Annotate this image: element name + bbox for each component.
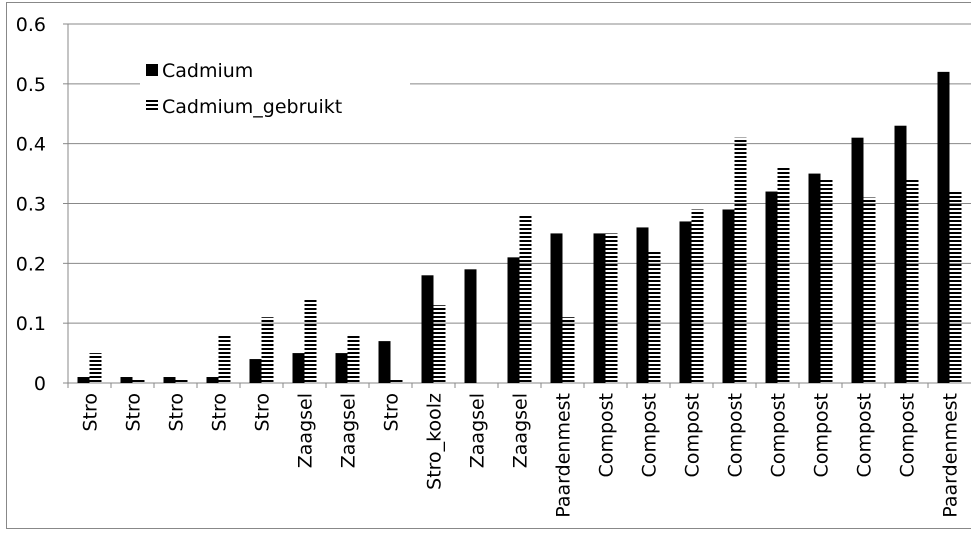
bar	[433, 305, 446, 383]
x-tick-label: Compost	[811, 393, 833, 477]
bar	[378, 341, 391, 383]
bar	[679, 221, 692, 383]
bar	[550, 233, 563, 383]
bar	[175, 378, 188, 383]
x-tick-label: Compost	[596, 393, 618, 477]
bar	[734, 137, 747, 383]
bar	[304, 299, 317, 383]
x-tick-label: Stro_koolz	[424, 393, 446, 490]
bar	[648, 251, 661, 383]
bar	[765, 191, 778, 383]
bar	[906, 179, 919, 383]
bar	[949, 191, 962, 383]
bar	[249, 359, 262, 383]
bar	[507, 257, 520, 383]
x-tick-label: Stro	[252, 393, 274, 432]
x-tick-label: Zaagsel	[295, 393, 317, 468]
x-tick-label: Paardenmest	[940, 393, 962, 518]
bar	[863, 197, 876, 383]
bar	[808, 173, 821, 383]
x-tick-label: Compost	[854, 393, 876, 477]
bar	[851, 137, 864, 383]
legend-swatch	[146, 100, 158, 112]
bar	[421, 275, 434, 383]
y-tick-label: 0.5	[16, 74, 46, 96]
y-tick-label: 0.2	[16, 253, 46, 275]
x-tick-label: Compost	[639, 393, 661, 477]
y-tick-label: 0.6	[16, 14, 46, 36]
x-tick-label: Compost	[897, 393, 919, 477]
x-tick-label: Stro	[80, 393, 102, 432]
bar	[464, 269, 477, 383]
bar	[691, 209, 704, 383]
x-tick-label: Zaagsel	[338, 393, 360, 468]
legend-box	[140, 56, 410, 124]
bar	[335, 353, 348, 383]
x-tick-label: Compost	[682, 393, 704, 477]
legend-label: Cadmium	[162, 60, 253, 82]
y-tick-label: 0.3	[16, 194, 46, 216]
legend-swatch	[146, 64, 158, 76]
legend: Cadmium Cadmium_gebruikt	[140, 56, 410, 124]
x-tick-label: Stro	[209, 393, 231, 432]
bar	[261, 317, 274, 383]
x-tick-label: Stro	[166, 393, 188, 432]
bar	[562, 317, 575, 383]
y-tick-label: 0	[34, 373, 46, 395]
bar	[722, 209, 735, 383]
bar	[77, 377, 90, 383]
bar	[636, 227, 649, 383]
x-tick-label: Stro	[381, 393, 403, 432]
x-tick-label: Compost	[768, 393, 790, 477]
bar	[390, 378, 403, 383]
bar	[89, 353, 102, 383]
bar	[132, 378, 145, 383]
bar	[206, 377, 219, 383]
bar	[519, 215, 532, 383]
x-tick-label: Paardenmest	[553, 393, 575, 518]
x-tick-label: Zaagsel	[510, 393, 532, 468]
bar	[292, 353, 305, 383]
x-tick-label: Zaagsel	[467, 393, 489, 468]
bar	[605, 233, 618, 383]
bar	[777, 167, 790, 383]
x-tick-label: Stro	[123, 393, 145, 432]
bar	[218, 335, 231, 383]
legend-label: Cadmium_gebruikt	[162, 96, 342, 118]
bar	[894, 125, 907, 383]
y-tick-label: 0.4	[16, 134, 46, 156]
x-tick-label: Compost	[725, 393, 747, 477]
bar	[820, 179, 833, 383]
bar	[347, 335, 360, 383]
y-tick-label: 0.1	[16, 313, 46, 335]
bar	[163, 377, 176, 383]
bar	[120, 377, 133, 383]
bar	[937, 71, 950, 383]
bar	[593, 233, 606, 383]
